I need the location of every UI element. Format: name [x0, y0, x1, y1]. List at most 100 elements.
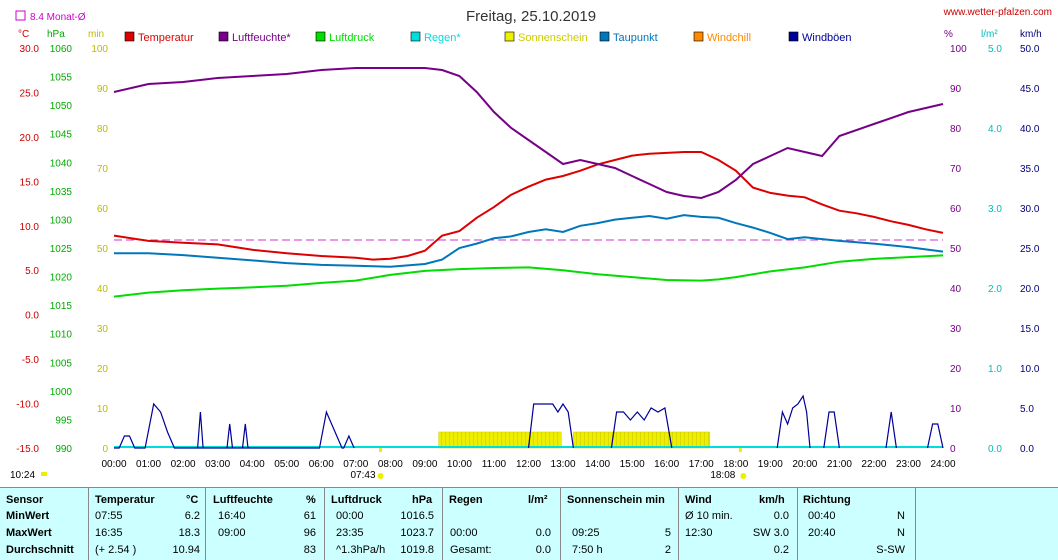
legend-label: Windchill [707, 32, 751, 44]
x-axis-tick: 09:00 [412, 459, 437, 470]
wind-gust-line [114, 402, 355, 449]
stats-cell-temp-t: 16:35 [95, 527, 123, 539]
percent-axis-tick: 20 [950, 364, 962, 375]
stats-cell-sun-t: 7:50 h [572, 544, 603, 556]
wind-axis-tick: 50.0 [1020, 44, 1040, 55]
sunset-label: 18:08 [710, 470, 735, 481]
wind-axis-tick: 25.0 [1020, 244, 1040, 255]
rainrate-unit-label: l/m² [981, 29, 998, 40]
temp-axis-tick: -15.0 [16, 444, 39, 455]
wind-gust-line [610, 407, 673, 449]
stats-cell-dir-v: N [897, 527, 905, 539]
temp-axis-tick: 10.0 [20, 222, 40, 233]
weather-chart: Freitag, 25.10.2019 www.wetter-pfalzen.c… [10, 7, 1052, 481]
stats-header-hum: Luftfeuchte [213, 494, 273, 506]
x-axis-tick: 03:00 [205, 459, 230, 470]
stats-cell-wind-t: Ø 10 min. [685, 510, 733, 522]
stats-cell-press-v: 1019.8 [400, 544, 434, 556]
x-axis-tick: 22:00 [861, 459, 886, 470]
stats-row-label: MaxWert [6, 527, 52, 539]
rain-axis-tick: 100 [91, 44, 108, 55]
stats-cell-sun-v: 5 [664, 527, 671, 539]
wind-axis-tick: 20.0 [1020, 284, 1040, 295]
rain-axis-tick: 30 [97, 324, 109, 335]
wind-axis-tick: 40.0 [1020, 124, 1040, 135]
wind-gust-line [885, 411, 897, 449]
x-axis-tick: 17:00 [689, 459, 714, 470]
stats-header-sun: Sonnenschein min [567, 494, 665, 506]
stats-cell-press-t: 23:35 [336, 527, 364, 539]
legend-label: Regen* [424, 32, 461, 44]
rain-axis-tick: 80 [97, 124, 109, 135]
sunshine-block [438, 431, 562, 449]
stats-header-rain-unit: l/m² [528, 494, 548, 506]
stats-cell-dir-t: 20:40 [808, 527, 836, 539]
rainrate-axis-tick: 5.0 [988, 44, 1002, 55]
stats-cell-wind-v: SW 3.0 [752, 527, 789, 539]
percent-axis-tick: 90 [950, 84, 962, 95]
rainrate-axis-tick: 3.0 [988, 204, 1002, 215]
x-axis-tick: 23:00 [896, 459, 921, 470]
x-axis-tick: 02:00 [171, 459, 196, 470]
x-axis-tick: 08:00 [378, 459, 403, 470]
stats-cell-rain-v: 0.0 [535, 527, 551, 539]
stats-cell-press-v: 1023.7 [400, 527, 434, 539]
stats-cell-dir-v: N [897, 510, 905, 522]
temp-axis-tick: 25.0 [20, 88, 40, 99]
legend-swatch [410, 31, 421, 42]
percent-unit-label: % [944, 29, 953, 40]
wind-gust-spike [241, 423, 249, 449]
chart-title: Freitag, 25.10.2019 [466, 8, 596, 25]
pressure-axis-tick: 1035 [50, 187, 73, 198]
x-axis-tick: 14:00 [585, 459, 610, 470]
wind-axis-tick: 35.0 [1020, 164, 1040, 175]
x-axis-tick: 15:00 [620, 459, 645, 470]
stats-cell-wind-v: 0.2 [773, 544, 789, 556]
sunrise-dot [377, 473, 384, 479]
pressure-axis-tick: 1010 [50, 330, 73, 341]
pressure-axis-tick: 1025 [50, 244, 73, 255]
x-axis-tick: 07:00 [343, 459, 368, 470]
rainrate-axis-tick: 0.0 [988, 444, 1002, 455]
percent-axis-tick: 80 [950, 124, 962, 135]
sunset-dot [740, 473, 747, 479]
month-avg-marker [15, 10, 26, 21]
stats-cell-temp-t: (+ 2.54 ) [95, 544, 137, 556]
x-axis-tick: 00:00 [101, 459, 126, 470]
x-axis-tick: 12:00 [516, 459, 541, 470]
pressure-axis-tick: 1015 [50, 301, 73, 312]
wind-axis-tick: 0.0 [1020, 444, 1034, 455]
legend-swatch [124, 31, 135, 42]
temp-axis-tick: 30.0 [20, 44, 40, 55]
wind-axis-tick: 5.0 [1020, 404, 1034, 415]
pressure-axis-tick: 990 [55, 444, 72, 455]
stats-cell-hum-v: 61 [303, 510, 316, 522]
temp-axis-tick: 15.0 [20, 177, 40, 188]
stats-header-dir: Richtung [803, 494, 851, 506]
x-axis-tick: 16:00 [654, 459, 679, 470]
stats-cell-temp-v: 18.3 [178, 527, 200, 539]
x-axis-tick: 13:00 [551, 459, 576, 470]
x-axis-tick: 04:00 [240, 459, 265, 470]
percent-axis-tick: 100 [950, 44, 967, 55]
pressure-axis-tick: 1050 [50, 101, 73, 112]
x-axis-tick: 24:00 [930, 459, 955, 470]
rain-axis-tick: 70 [97, 164, 109, 175]
wind-axis-tick: 10.0 [1020, 364, 1040, 375]
stats-cell-wind-t: 12:30 [685, 527, 713, 539]
x-axis-tick: 18:00 [723, 459, 748, 470]
stats-header-sensor: Sensor [6, 494, 44, 506]
legend-label: Luftfeuchte* [232, 32, 291, 44]
stats-cell-dir-t: 00:40 [808, 510, 836, 522]
stats-header-press-unit: hPa [412, 494, 433, 506]
wind-axis-tick: 45.0 [1020, 84, 1040, 95]
x-axis-tick: 06:00 [309, 459, 334, 470]
legend-swatch [504, 31, 515, 42]
legend-label: Taupunkt [613, 32, 658, 44]
site-link[interactable]: www.wetter-pfalzen.com [943, 7, 1052, 18]
stats-cell-hum-t: 09:00 [218, 527, 246, 539]
now-marker [41, 472, 47, 476]
percent-axis-tick: 40 [950, 284, 962, 295]
pressure-axis-tick: 1020 [50, 273, 73, 284]
series-line-taupunkt [114, 214, 944, 268]
